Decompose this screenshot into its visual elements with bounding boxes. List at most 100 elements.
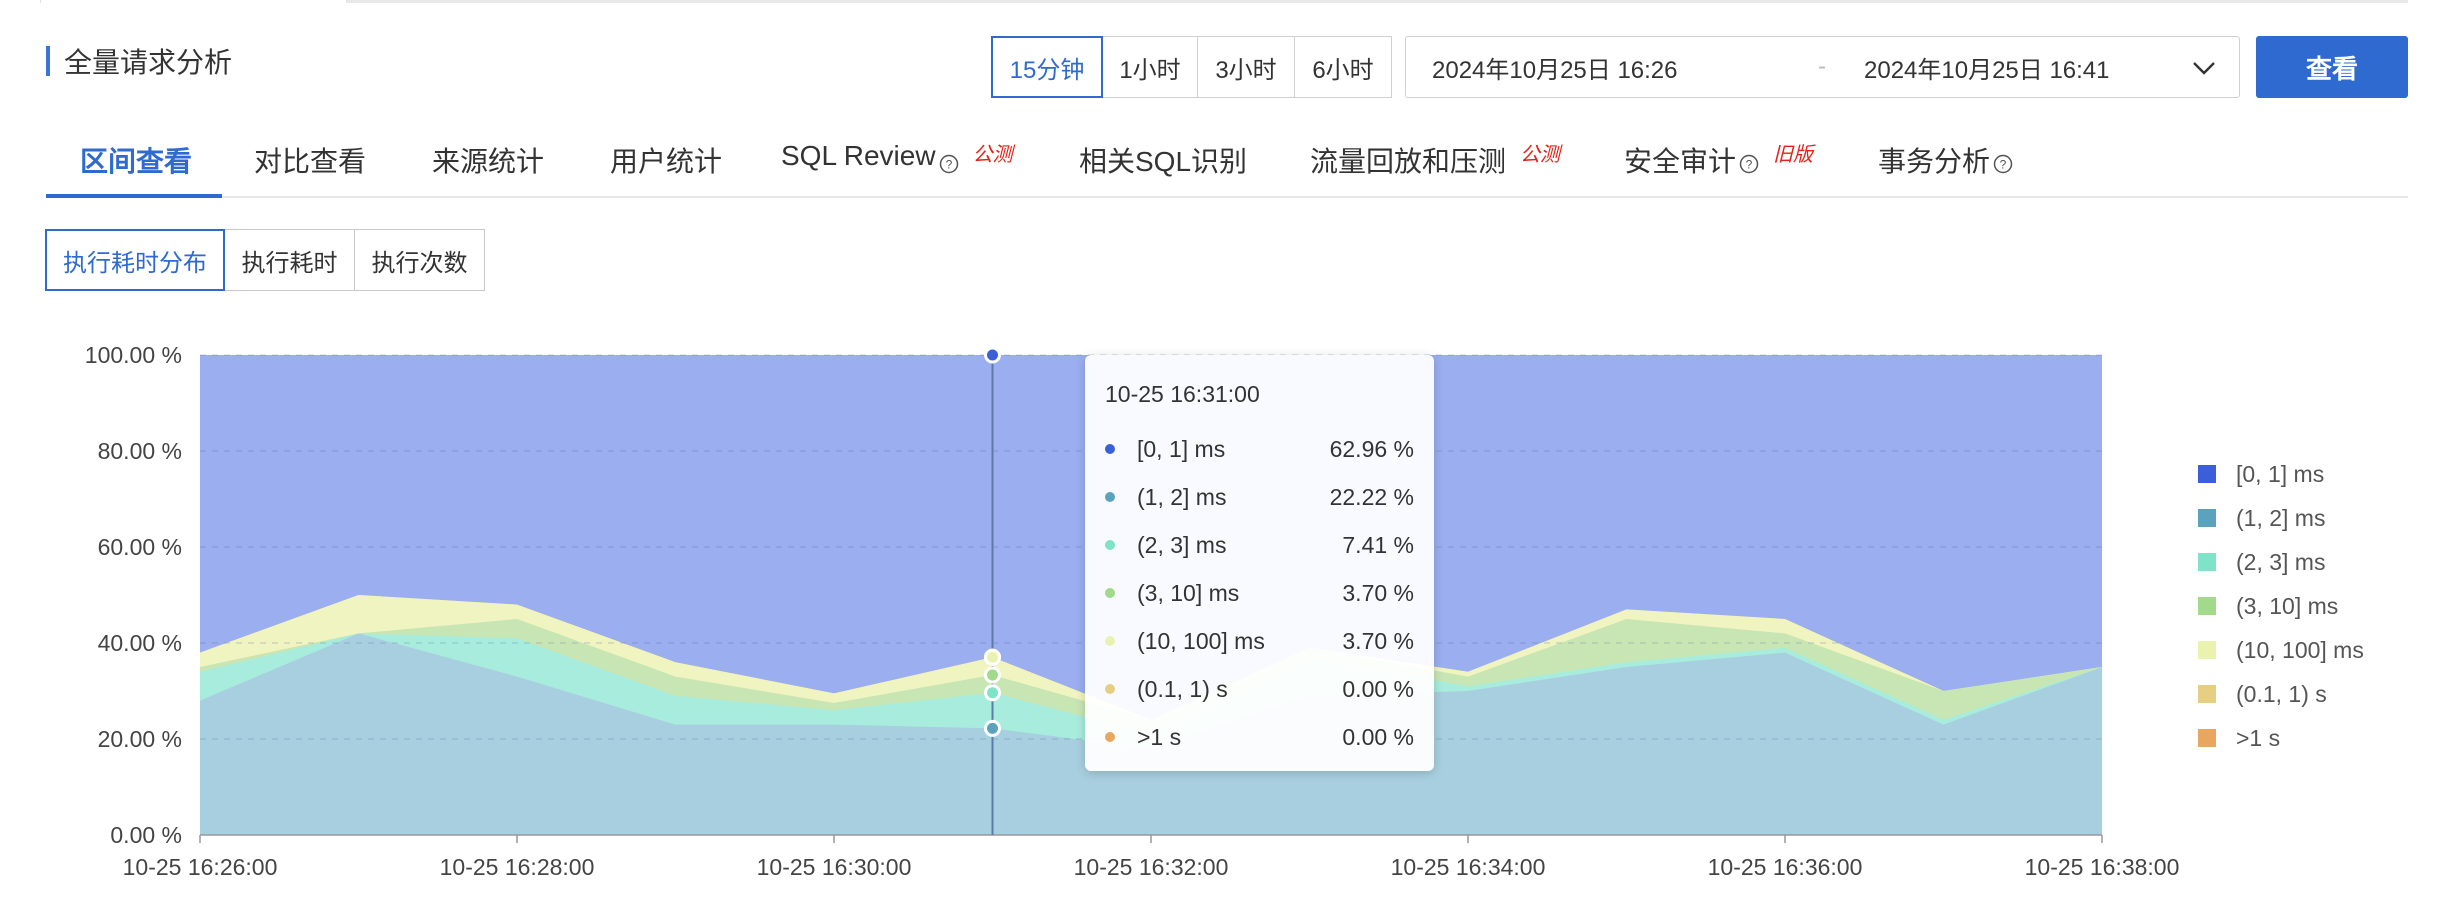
range-15min-button[interactable]: 15分钟	[991, 36, 1103, 98]
tab-label: 用户统计	[610, 146, 723, 177]
help-icon[interactable]: ?	[939, 154, 959, 174]
tooltip-dot	[1105, 636, 1115, 646]
legend-label: [0, 1] ms	[2236, 460, 2325, 487]
tooltip-value: 22.22 %	[1329, 483, 1414, 510]
x-tick-label: 10-25 16:32:00	[1074, 854, 1229, 880]
y-tick-label: 80.00 %	[98, 438, 182, 464]
tab-related-sql[interactable]: 相关SQL识别	[1079, 130, 1247, 198]
tooltip-row: (3, 10] ms 3.70 %	[1105, 569, 1414, 617]
analysis-tabs: 区间查看 对比查看 来源统计 用户统计 SQL Review ? 公测 相关SQ…	[46, 130, 2408, 198]
tab-user-stats[interactable]: 用户统计	[610, 130, 722, 198]
svg-text:?: ?	[945, 158, 952, 172]
tab-transaction-analysis[interactable]: 事务分析 ?	[1878, 130, 2013, 198]
legend-swatch	[2198, 685, 2216, 703]
tab-security-audit[interactable]: 安全审计 ? 旧版	[1624, 130, 1813, 198]
svg-text:?: ?	[2000, 158, 2007, 172]
legend-label: (1, 2] ms	[2236, 504, 2326, 531]
x-tick-label: 10-25 16:34:00	[1391, 854, 1546, 880]
series-area-0	[200, 633, 2102, 835]
y-tick-label: 60.00 %	[98, 534, 182, 560]
legend-item[interactable]: (10, 100] ms	[2198, 628, 2364, 672]
y-tick-label: 0.00 %	[110, 822, 182, 848]
legend-item[interactable]: >1 s	[2198, 716, 2364, 760]
tab-compare-view[interactable]: 对比查看	[254, 130, 366, 198]
legend-swatch	[2198, 641, 2216, 659]
tooltip-label: [0, 1] ms	[1137, 435, 1226, 462]
tooltip-label: >1 s	[1137, 723, 1182, 750]
tab-label: 事务分析	[1878, 146, 1991, 177]
tab-label: 对比查看	[254, 146, 367, 177]
legend-swatch	[2198, 509, 2216, 527]
range-6h-button[interactable]: 6小时	[1294, 36, 1392, 98]
legend-item[interactable]: (3, 10] ms	[2198, 584, 2364, 628]
tooltip-value: 62.96 %	[1329, 435, 1414, 462]
date-range-picker[interactable]: 2024年10月25日 16:26 - 2024年10月25日 16:41	[1405, 36, 2240, 98]
tab-source-stats[interactable]: 来源统计	[432, 130, 544, 198]
tab-label: 安全审计	[1624, 146, 1737, 177]
tooltip-label: (2, 3] ms	[1137, 531, 1227, 558]
tooltip-row: (2, 3] ms 7.41 %	[1105, 521, 1414, 569]
legend-item[interactable]: (1, 2] ms	[2198, 496, 2364, 540]
legend-item[interactable]: [0, 1] ms	[2198, 452, 2364, 496]
chevron-down-icon[interactable]	[2191, 55, 2217, 81]
section-header: 全量请求分析	[46, 44, 232, 78]
subtab-exec-count[interactable]: 执行次数	[354, 229, 485, 291]
legend-label: >1 s	[2236, 724, 2281, 751]
y-tick-label: 20.00 %	[98, 726, 182, 752]
title-accent-bar	[46, 46, 50, 76]
legend-swatch	[2198, 553, 2216, 571]
x-tick-label: 10-25 16:26:00	[123, 854, 278, 880]
tooltip-dot	[1105, 732, 1115, 742]
legend-item[interactable]: (2, 3] ms	[2198, 540, 2364, 584]
time-range-selector: 15分钟 1小时 3小时 6小时	[991, 36, 1392, 98]
tab-range-view[interactable]: 区间查看	[80, 130, 192, 198]
x-tick-label: 10-25 16:36:00	[1708, 854, 1863, 880]
end-date-value[interactable]: 2024年10月25日 16:41	[1864, 56, 2110, 84]
beta-badge: 公测	[972, 144, 1013, 166]
tooltip-label: (10, 100] ms	[1137, 627, 1265, 654]
legacy-badge: 旧版	[1773, 144, 1814, 166]
tooltip-value: 0.00 %	[1342, 723, 1414, 750]
x-tick-label: 10-25 16:28:00	[440, 854, 595, 880]
x-tick-label: 10-25 16:38:00	[2025, 854, 2180, 880]
range-1h-button[interactable]: 1小时	[1102, 36, 1198, 98]
tooltip-dot	[1105, 492, 1115, 502]
legend-label: (10, 100] ms	[2236, 636, 2364, 663]
tab-sql-review[interactable]: SQL Review ? 公测	[781, 130, 1013, 198]
x-tick-label: 10-25 16:30:00	[757, 854, 912, 880]
legend-item[interactable]: (0.1, 1) s	[2198, 672, 2364, 716]
tooltip-row: (0.1, 1) s 0.00 %	[1105, 665, 1414, 713]
legend-swatch	[2198, 597, 2216, 615]
range-3h-button[interactable]: 3小时	[1197, 36, 1295, 98]
top-divider	[347, 0, 2408, 3]
top-tab-edge	[40, 0, 347, 3]
tooltip-dot	[1105, 684, 1115, 694]
subtab-latency[interactable]: 执行耗时	[224, 229, 355, 291]
tab-label: 相关SQL识别	[1079, 146, 1248, 177]
tab-label: 区间查看	[80, 146, 193, 177]
tooltip-row: (1, 2] ms 22.22 %	[1105, 473, 1414, 521]
tooltip-row: >1 s 0.00 %	[1105, 713, 1414, 761]
help-icon[interactable]: ?	[1993, 154, 2013, 174]
legend-label: (2, 3] ms	[2236, 548, 2326, 575]
tooltip-row: [0, 1] ms 62.96 %	[1105, 425, 1414, 473]
hover-point	[984, 648, 1001, 666]
legend-label: (3, 10] ms	[2236, 592, 2339, 619]
tooltip-dot	[1105, 588, 1115, 598]
view-button[interactable]: 查看	[2256, 36, 2408, 98]
tab-label: SQL Review	[781, 140, 936, 171]
tab-traffic-replay[interactable]: 流量回放和压测 公测	[1310, 130, 1560, 198]
tooltip-label: (1, 2] ms	[1137, 483, 1227, 510]
tooltip-value: 7.41 %	[1342, 531, 1414, 558]
tab-label: 流量回放和压测	[1310, 146, 1507, 177]
subtab-latency-distribution[interactable]: 执行耗时分布	[45, 229, 225, 291]
tooltip-title: 10-25 16:31:00	[1105, 381, 1260, 407]
date-separator: -	[1818, 53, 1826, 80]
help-icon[interactable]: ?	[1739, 154, 1759, 174]
tooltip-value: 3.70 %	[1342, 627, 1414, 654]
hover-point	[984, 684, 1001, 702]
tooltip-dot	[1105, 540, 1115, 550]
y-tick-label: 100.00 %	[85, 342, 182, 368]
start-date-value[interactable]: 2024年10月25日 16:26	[1432, 56, 1678, 84]
beta-badge: 公测	[1520, 144, 1561, 166]
